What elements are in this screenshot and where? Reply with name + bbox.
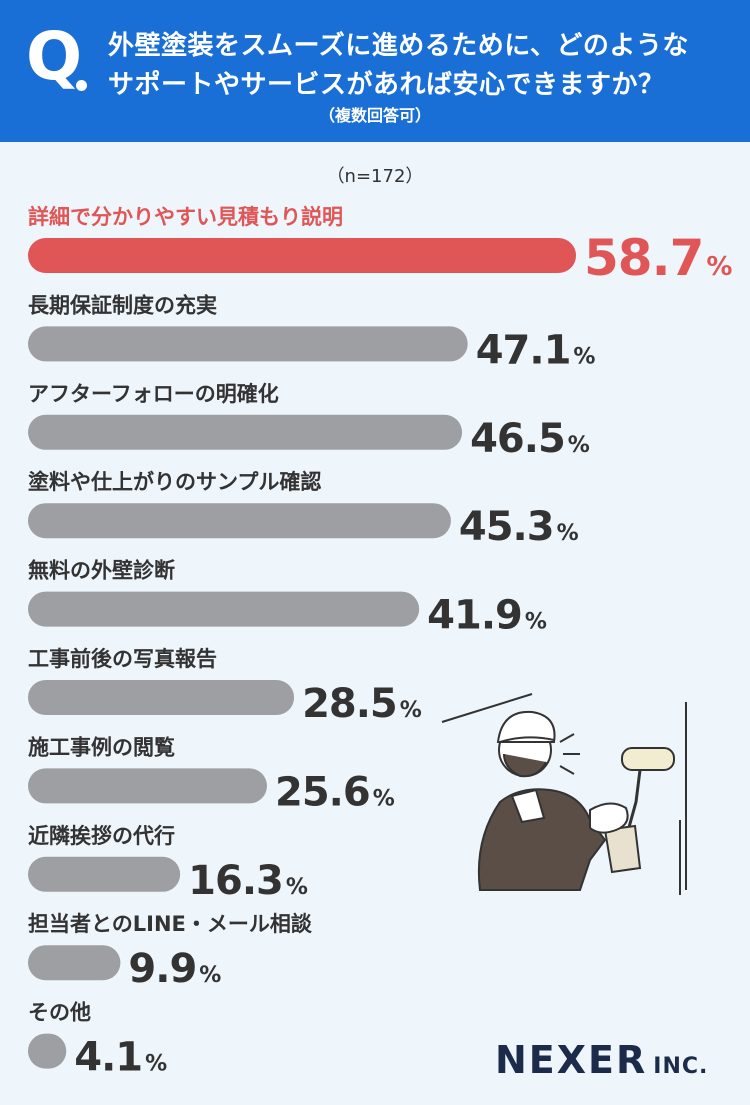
value-label: 25.6% [275, 769, 395, 815]
value-label: 45.3% [459, 504, 579, 550]
bar [28, 414, 463, 450]
bar [28, 1033, 67, 1069]
value-label: 41.9% [427, 593, 547, 639]
bar [28, 503, 451, 539]
category-label: 担当者とのLINE・メール相談 [28, 912, 313, 936]
question-line-2: サポートやサービスがあれば安心できますか？ [108, 70, 665, 100]
question-header: Q 外壁塗装をスムーズに進めるために、どのような サポートやサービスがあれば安心… [0, 0, 750, 142]
painter-illustration [441, 693, 687, 895]
category-label: その他 [28, 1001, 91, 1025]
value-label: 4.1% [74, 1035, 167, 1081]
q-dot [76, 80, 87, 91]
category-label: 無料の外壁診断 [28, 559, 175, 583]
value-label: 16.3% [188, 858, 308, 904]
percent-unit: % [557, 521, 579, 546]
value-label: 46.5% [470, 416, 590, 462]
category-label: 詳細で分かりやすい見積もり説明 [28, 205, 343, 229]
bar [28, 945, 121, 981]
percent-unit: % [568, 433, 590, 458]
value-label: 58.7% [584, 229, 732, 287]
percent-unit: % [199, 963, 221, 988]
percent-unit: % [706, 252, 732, 282]
nexer-logo: NEXER INC. [495, 1038, 709, 1082]
value-label: 47.1% [476, 327, 596, 373]
bar [28, 238, 576, 273]
bar [28, 680, 295, 715]
category-label: 施工事例の閲覧 [28, 735, 175, 759]
q-mark: Q [26, 18, 83, 95]
percent-unit: % [373, 786, 395, 811]
question-line-1: 外壁塗装をスムーズに進めるために、どのような [108, 31, 689, 61]
category-label: 塗料や仕上がりのサンプル確認 [28, 470, 321, 494]
bar [28, 856, 181, 892]
category-label: 工事前後の写真報告 [28, 647, 217, 671]
category-label: 近隣挨拶の代行 [28, 824, 175, 848]
percent-unit: % [286, 875, 308, 900]
bar [28, 768, 267, 804]
category-label: アフターフォローの明確化 [28, 382, 279, 406]
bar [28, 591, 420, 627]
category-label: 長期保証制度の充実 [28, 293, 217, 317]
bar [28, 326, 468, 362]
value-label: 28.5% [302, 681, 422, 727]
value-label: 9.9% [128, 946, 221, 992]
percent-unit: % [145, 1052, 167, 1077]
percent-unit: % [573, 344, 595, 369]
sample-size: （n=172） [326, 166, 424, 187]
percent-unit: % [525, 610, 547, 635]
percent-unit: % [400, 698, 422, 723]
question-note: （複数回答可） [318, 106, 431, 125]
